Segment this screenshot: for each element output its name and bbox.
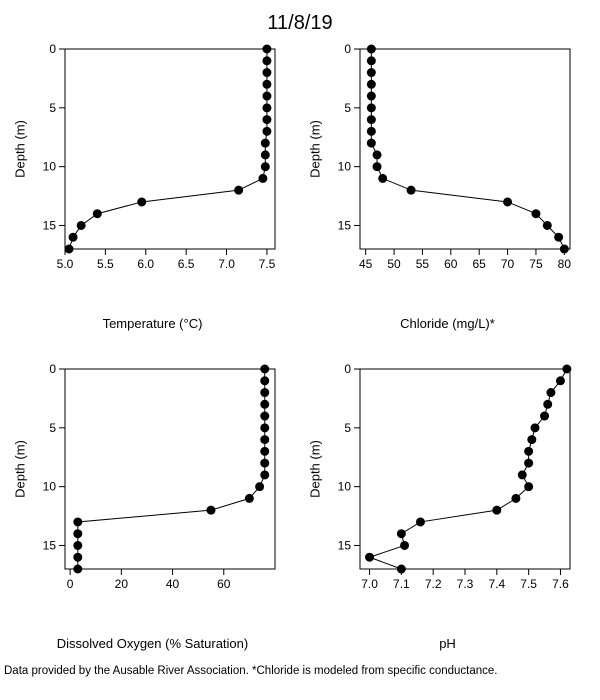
svg-text:5.0: 5.0 bbox=[57, 257, 74, 271]
chart-svg-temperature: 0 5 10 15 5.0 5.5 6.0 6.5 7.0 7.5 bbox=[10, 39, 290, 309]
page-title: 11/8/19 bbox=[0, 0, 600, 39]
svg-text:5: 5 bbox=[49, 101, 56, 115]
svg-text:75: 75 bbox=[529, 257, 543, 271]
svg-text:10: 10 bbox=[338, 480, 352, 494]
svg-text:15: 15 bbox=[43, 218, 57, 232]
svg-text:0: 0 bbox=[67, 577, 74, 591]
xlabel-temperature: Temperature (°C) bbox=[10, 316, 295, 331]
svg-text:0: 0 bbox=[344, 362, 351, 376]
svg-text:5.5: 5.5 bbox=[97, 257, 114, 271]
panel-ph: 0 5 10 15 7.0 7.1 7.2 7.3 7.4 7.5 7.6 pH Depth (m) bbox=[305, 359, 590, 659]
svg-text:15: 15 bbox=[43, 538, 57, 552]
svg-text:7.3: 7.3 bbox=[457, 577, 474, 591]
svg-text:15: 15 bbox=[338, 538, 352, 552]
svg-text:5: 5 bbox=[344, 421, 351, 435]
chart-grid: 0 5 10 15 5.0 5.5 6.0 6.5 7.0 7.5 Temperature (°C)… bbox=[0, 39, 600, 659]
svg-text:45: 45 bbox=[359, 257, 373, 271]
svg-text:7.1: 7.1 bbox=[393, 577, 410, 591]
svg-text:10: 10 bbox=[338, 160, 352, 174]
xlabel-ph: pH bbox=[305, 636, 590, 651]
svg-text:6.0: 6.0 bbox=[137, 257, 154, 271]
page-root: 11/8/19 0 5 10 15 5.0 5.5 6.0 6.5 7.0 7.5 Temperat… bbox=[0, 0, 600, 700]
svg-text:0: 0 bbox=[49, 42, 56, 56]
panel-temperature: 0 5 10 15 5.0 5.5 6.0 6.5 7.0 7.5 Temperature (°C)… bbox=[10, 39, 295, 339]
svg-text:0: 0 bbox=[49, 362, 56, 376]
svg-text:0: 0 bbox=[344, 42, 351, 56]
svg-text:5: 5 bbox=[344, 101, 351, 115]
svg-text:50: 50 bbox=[387, 257, 401, 271]
ylabel-do: Depth (m) bbox=[13, 440, 28, 498]
svg-text:70: 70 bbox=[501, 257, 515, 271]
svg-text:7.5: 7.5 bbox=[259, 257, 276, 271]
svg-text:10: 10 bbox=[43, 160, 57, 174]
xlabel-chloride: Chloride (mg/L)* bbox=[305, 316, 590, 331]
panel-chloride: 0 5 10 15 45 50 55 60 65 70 75 80 Chloride (mg/L)* De… bbox=[305, 39, 590, 339]
svg-text:7.5: 7.5 bbox=[520, 577, 537, 591]
svg-text:60: 60 bbox=[217, 577, 231, 591]
footnote-text: Data provided by the Ausable River Assoc… bbox=[0, 659, 600, 677]
panel-do: 0 5 10 15 0 20 40 60 Dissolved Oxygen (% Saturat… bbox=[10, 359, 295, 659]
svg-text:6.5: 6.5 bbox=[178, 257, 195, 271]
ylabel-ph: Depth (m) bbox=[308, 440, 323, 498]
svg-text:20: 20 bbox=[115, 577, 129, 591]
svg-text:7.4: 7.4 bbox=[488, 577, 505, 591]
chart-svg-ph: 0 5 10 15 7.0 7.1 7.2 7.3 7.4 7.5 7.6 bbox=[305, 359, 585, 629]
svg-text:7.0: 7.0 bbox=[218, 257, 235, 271]
svg-text:40: 40 bbox=[166, 577, 180, 591]
svg-text:65: 65 bbox=[473, 257, 487, 271]
ylabel-chloride: Depth (m) bbox=[308, 120, 323, 178]
svg-text:7.6: 7.6 bbox=[552, 577, 569, 591]
svg-text:15: 15 bbox=[338, 218, 352, 232]
ylabel-temperature: Depth (m) bbox=[13, 120, 28, 178]
svg-text:5: 5 bbox=[49, 421, 56, 435]
chart-svg-chloride: 0 5 10 15 45 50 55 60 65 70 75 80 bbox=[305, 39, 585, 309]
chart-svg-do: 0 5 10 15 0 20 40 60 bbox=[10, 359, 290, 629]
svg-text:55: 55 bbox=[416, 257, 430, 271]
svg-text:60: 60 bbox=[444, 257, 458, 271]
svg-text:7.0: 7.0 bbox=[361, 577, 378, 591]
xlabel-do: Dissolved Oxygen (% Saturation) bbox=[10, 636, 295, 651]
svg-text:80: 80 bbox=[558, 257, 572, 271]
svg-text:10: 10 bbox=[43, 480, 57, 494]
svg-text:7.2: 7.2 bbox=[425, 577, 442, 591]
